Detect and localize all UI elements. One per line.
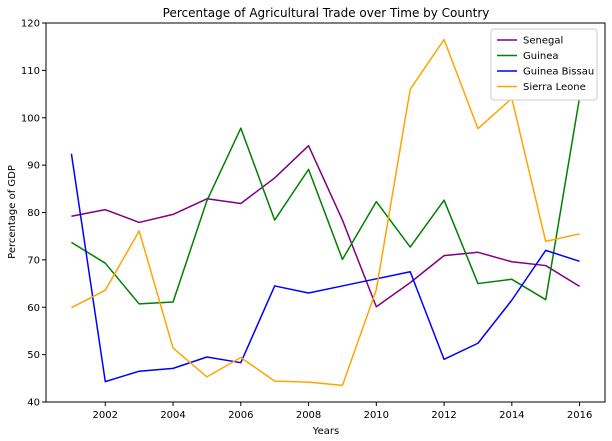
y-axis-label: Percentage of GDP xyxy=(7,165,18,259)
x-tick-label: 2004 xyxy=(160,410,185,421)
series-lines xyxy=(70,38,581,387)
x-tick-label: 2006 xyxy=(228,410,253,421)
series-line-guinea xyxy=(71,97,581,305)
y-tick-label: 90 xyxy=(27,161,40,172)
legend-label: Sierra Leone xyxy=(523,82,586,93)
axes: 2002 2004 2006 2008 2010 2012 2014 2016 40 50 60 7… xyxy=(21,19,606,421)
x-tick-label: 2014 xyxy=(499,410,524,421)
series-line-guinea-bissau xyxy=(70,153,580,383)
chart-title: Percentage of Agricultural Trade over Ti… xyxy=(163,6,490,20)
y-tick-label: 100 xyxy=(21,113,40,124)
legend-label: Senegal xyxy=(523,36,563,47)
series-line-senegal xyxy=(71,144,580,308)
y-tick-label: 50 xyxy=(27,350,40,361)
y-tick-label: 60 xyxy=(27,303,40,314)
series-line-sierra-leone xyxy=(71,38,580,387)
legend-label: Guinea Bissau xyxy=(523,67,594,78)
y-tick-label: 80 xyxy=(27,208,40,219)
legend: Senegal Guinea Guinea Bissau Sierra Leone xyxy=(490,28,598,101)
y-tick-label: 40 xyxy=(27,398,40,409)
y-tick-label: 70 xyxy=(27,255,40,266)
x-axis-ticks: 2002 2004 2006 2008 2010 2012 2014 2016 xyxy=(93,402,592,421)
y-tick-label: 120 xyxy=(21,19,40,30)
legend-frame xyxy=(490,28,598,101)
y-tick-label: 110 xyxy=(21,66,40,77)
x-tick-label: 2002 xyxy=(93,410,118,421)
x-tick-label: 2010 xyxy=(364,410,389,421)
x-axis-label: Years xyxy=(312,426,339,437)
y-axis-ticks: 40 50 60 70 80 90 100 110 120 xyxy=(21,19,46,409)
x-tick-label: 2012 xyxy=(431,410,456,421)
x-tick-label: 2016 xyxy=(567,410,592,421)
legend-label: Guinea xyxy=(523,51,558,62)
x-tick-label: 2008 xyxy=(296,410,321,421)
